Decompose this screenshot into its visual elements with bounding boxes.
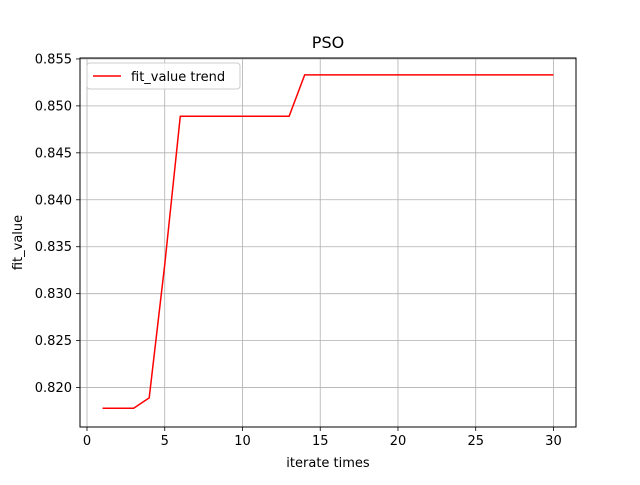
y-tick-label: 0.855 [35, 52, 72, 67]
x-axis-label: iterate times [286, 456, 370, 471]
chart-title: PSO [312, 33, 344, 52]
series-line-fit-value-trend [102, 74, 554, 409]
y-tick-label: 0.840 [35, 193, 72, 208]
y-tick-label: 0.835 [35, 240, 72, 255]
y-tick-label: 0.820 [35, 381, 72, 396]
x-tick-label: 30 [545, 434, 562, 449]
x-tick-label: 20 [390, 434, 407, 449]
x-tick-label: 15 [312, 434, 329, 449]
x-tick-label: 5 [161, 434, 169, 449]
x-tick-label: 0 [83, 434, 91, 449]
y-tick-label: 0.845 [35, 146, 72, 161]
y-tick-label: 0.830 [35, 287, 72, 302]
plot-frame [79, 57, 577, 428]
y-tick-label: 0.825 [35, 334, 72, 349]
y-tick-label: 0.850 [35, 99, 72, 114]
x-tick-label: 25 [467, 434, 484, 449]
legend: fit_value trend [86, 62, 241, 90]
legend-box [86, 62, 241, 90]
ticks: 0 5 10 15 20 25 30 0.820 0.825 0.830 0.835 0.840 0.8… [35, 52, 562, 449]
legend-label: fit_value trend [131, 70, 225, 85]
y-axis-label: fit_value [11, 215, 26, 270]
grid [80, 58, 576, 427]
series-layer [102, 74, 554, 409]
x-tick-label: 10 [234, 434, 251, 449]
